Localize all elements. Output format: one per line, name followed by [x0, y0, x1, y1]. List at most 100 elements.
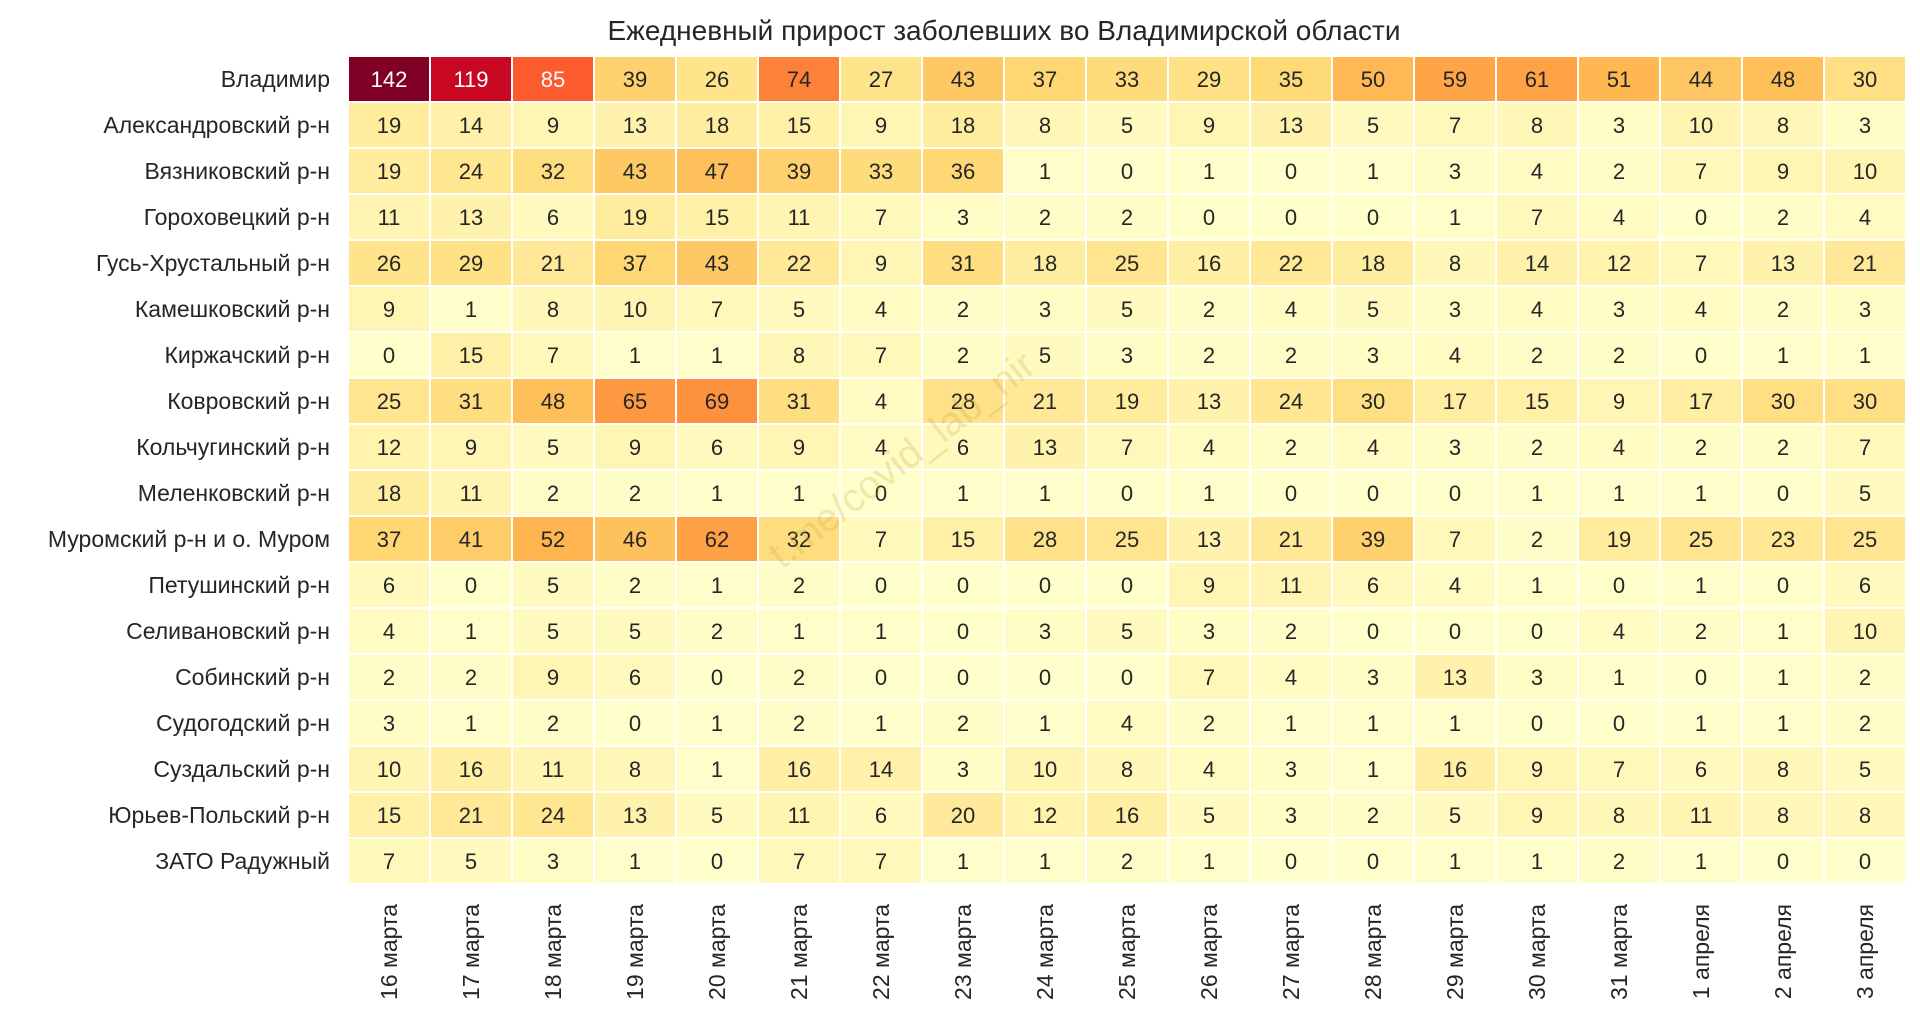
cell-value-label: 16: [1115, 803, 1139, 828]
cell-value-label: 4: [1859, 205, 1871, 230]
cell-value-label: 2: [629, 573, 641, 598]
cell-value-label: 7: [875, 849, 887, 874]
cell-value-label: 2: [1613, 159, 1625, 184]
cell-value-label: 0: [875, 481, 887, 506]
heatmap-cell: [1003, 331, 1087, 379]
cell-value-label: 5: [1039, 343, 1051, 368]
cell-value-label: 1: [1449, 205, 1461, 230]
cell-value-label: 21: [541, 251, 565, 276]
cell-value-label: 4: [1613, 619, 1625, 644]
cell-value-label: 4: [1531, 297, 1543, 322]
heatmap-cell: [921, 55, 1005, 103]
cell-value-label: 0: [1367, 205, 1379, 230]
cell-value-label: 7: [1613, 757, 1625, 782]
column-label: 21 марта: [786, 904, 812, 1000]
cell-value-label: 30: [1853, 67, 1877, 92]
heatmap-cell: [1331, 469, 1415, 517]
heatmap-cell: [1331, 331, 1415, 379]
row-label: Собинский р-н: [175, 664, 330, 690]
cell-value-label: 1: [1039, 711, 1051, 736]
heatmap-cell: [921, 331, 1005, 379]
heatmap-cell: [593, 607, 677, 655]
heatmap-cell: [1085, 101, 1169, 149]
heatmap-cell: [1659, 193, 1743, 241]
column-label: 23 марта: [950, 904, 976, 1000]
heatmap-cell: [921, 285, 1005, 333]
heatmap-cell: [1003, 193, 1087, 241]
cell-value-label: 29: [459, 251, 483, 276]
column-label: 2 апреля: [1770, 904, 1796, 999]
heatmap-cell: [1823, 745, 1907, 793]
cell-value-label: 8: [1121, 757, 1133, 782]
heatmap-cell: [511, 285, 595, 333]
cell-value-label: 15: [705, 205, 729, 230]
cell-value-label: 3: [1531, 665, 1543, 690]
cell-value-label: 5: [547, 573, 559, 598]
heatmap-cell: [1167, 837, 1251, 885]
heatmap-cell: [1659, 55, 1743, 103]
cell-value-label: 18: [1033, 251, 1057, 276]
cell-value-label: 3: [1039, 297, 1051, 322]
heatmap-cell: [757, 791, 841, 839]
cell-value-label: 3: [1203, 619, 1215, 644]
cell-value-label: 1: [1367, 711, 1379, 736]
heatmap-cell: [675, 699, 759, 747]
heatmap-cell: [347, 331, 431, 379]
heatmap-cell: [1085, 791, 1169, 839]
column-label: 17 марта: [458, 904, 484, 1000]
cell-value-label: 13: [623, 803, 647, 828]
heatmap-cell: [839, 423, 923, 471]
cell-value-label: 15: [1525, 389, 1549, 414]
cell-value-label: 6: [1367, 573, 1379, 598]
cell-value-label: 13: [1197, 389, 1221, 414]
heatmap-cell: [1085, 147, 1169, 195]
cell-value-label: 1: [1203, 481, 1215, 506]
heatmap-cell: [675, 745, 759, 793]
cell-value-label: 10: [1689, 113, 1713, 138]
cell-value-label: 3: [1449, 297, 1461, 322]
cell-value-label: 32: [787, 527, 811, 552]
cell-value-label: 28: [1033, 527, 1057, 552]
heatmap-cell: [347, 423, 431, 471]
cell-value-label: 6: [1859, 573, 1871, 598]
cell-value-label: 0: [1449, 619, 1461, 644]
cell-value-label: 2: [1285, 435, 1297, 460]
cell-value-label: 5: [1121, 297, 1133, 322]
cell-value-label: 1: [1613, 665, 1625, 690]
cell-value-label: 0: [1039, 665, 1051, 690]
heatmap-cell: [675, 607, 759, 655]
heatmap-cell: [1823, 193, 1907, 241]
column-label: 1 апреля: [1688, 904, 1714, 999]
heatmap-cell: [347, 239, 431, 287]
cell-value-label: 9: [1531, 803, 1543, 828]
heatmap-cell: [429, 699, 513, 747]
cell-value-label: 1: [465, 619, 477, 644]
cell-value-label: 0: [1285, 481, 1297, 506]
cell-value-label: 13: [1033, 435, 1057, 460]
cell-value-label: 1: [1531, 481, 1543, 506]
heatmap-cell: [1003, 607, 1087, 655]
heatmap-cell: [1741, 469, 1825, 517]
cell-value-label: 4: [1285, 665, 1297, 690]
heatmap-cell: [1495, 837, 1579, 885]
cell-value-label: 43: [951, 67, 975, 92]
cell-value-label: 25: [377, 389, 401, 414]
cell-value-label: 24: [1279, 389, 1303, 414]
heatmap-cell: [511, 239, 595, 287]
heatmap-cell: [429, 331, 513, 379]
heatmap-cell: [1249, 193, 1333, 241]
heatmap-cell: [1577, 699, 1661, 747]
heatmap-cell: [1003, 469, 1087, 517]
heatmap-cell: [347, 515, 431, 563]
cell-value-label: 1: [711, 343, 723, 368]
cell-value-label: 0: [957, 619, 969, 644]
chart-title: Ежедневный прирост заболевших во Владими…: [607, 15, 1400, 46]
row-label: Вязниковский р-н: [144, 158, 330, 184]
heatmap-cell: [1003, 699, 1087, 747]
heatmap-cell: [1823, 55, 1907, 103]
cell-value-label: 2: [1203, 711, 1215, 736]
cell-value-label: 8: [1613, 803, 1625, 828]
cell-value-label: 1: [1777, 665, 1789, 690]
cell-value-label: 2: [547, 481, 559, 506]
cell-value-label: 4: [1121, 711, 1133, 736]
